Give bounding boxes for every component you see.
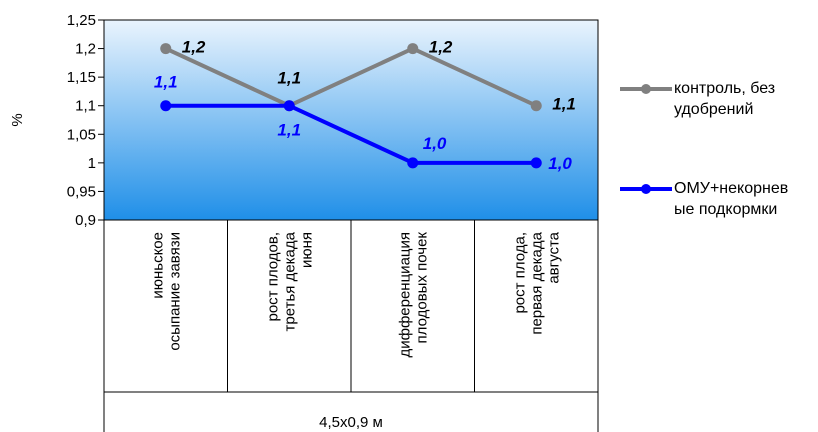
category-label-line: июня (298, 232, 315, 268)
category-label-line: плодовых почек (413, 232, 430, 344)
data-point (530, 100, 542, 112)
category-label-line: рост плода, (511, 232, 528, 314)
category-label-line: дифференциация (396, 232, 413, 358)
data-label: 1,2 (429, 38, 453, 57)
axes: 1,25 1,2 1,15 1,1 1,05 1 0,95 0,9 июньское осыпан… (67, 12, 599, 432)
category-label-line: первая декада (528, 231, 545, 334)
data-label: 1,1 (552, 95, 576, 114)
data-label: 1,2 (182, 38, 206, 57)
legend-label-control-line2: удобрений (674, 101, 754, 118)
y-tick-label: 1,15 (67, 69, 96, 86)
legend-label-omu-line1: ОМУ+некорнев (674, 180, 789, 197)
legend-item-control[interactable]: контроль, без удобрений (618, 78, 818, 128)
series-layer: 1,21,11,21,11,11,11,01,0 (154, 38, 576, 173)
data-label: 1,1 (277, 121, 301, 140)
category-label-line: рост плодов, (264, 232, 281, 322)
category-label-line: осыпание завязи (166, 232, 183, 351)
y-tick-label: 1,05 (67, 126, 96, 143)
y-tick-label: 1,25 (67, 12, 96, 29)
y-axis-label: % (9, 113, 26, 126)
legend-label-omu-line2: ые подкормки (674, 201, 778, 218)
category-label-line: июньское (149, 232, 166, 299)
category-label: дифференциация плодовых почек (396, 232, 430, 358)
data-point (407, 43, 419, 55)
category-label-line: августа (545, 231, 562, 283)
data-label: 1,0 (548, 154, 572, 173)
series-line (164, 46, 538, 108)
y-tick-label: 0,95 (67, 183, 96, 200)
y-tick-label: 1,2 (75, 41, 96, 58)
data-point (160, 43, 172, 55)
y-tick-label: 1 (88, 155, 96, 172)
y-tick-label: 0,9 (75, 212, 96, 229)
category-label: рост плодов, третья декада июня (264, 231, 315, 331)
legend-item-omu[interactable]: ОМУ+некорнев ые подкормки (618, 178, 818, 228)
category-label: июньское осыпание завязи (149, 232, 183, 351)
data-label: 1,1 (154, 73, 178, 92)
legend-swatch-omu (620, 184, 672, 194)
legend-label-control-line1: контроль, без (674, 80, 776, 97)
data-point (283, 100, 295, 112)
data-point (407, 157, 419, 169)
series-line (165, 103, 537, 165)
legend-swatch-control (620, 84, 672, 94)
plot-area (103, 19, 599, 221)
group-label: 4,5х0,9 м (319, 414, 383, 431)
data-point (160, 100, 172, 112)
y-tick-label: 1,1 (75, 98, 96, 115)
data-point (530, 157, 542, 169)
data-label: 1,1 (277, 69, 301, 88)
data-label: 1,0 (423, 134, 447, 153)
category-label-line: третья декада (281, 231, 298, 331)
category-label: рост плода, первая декада августа (511, 231, 562, 334)
